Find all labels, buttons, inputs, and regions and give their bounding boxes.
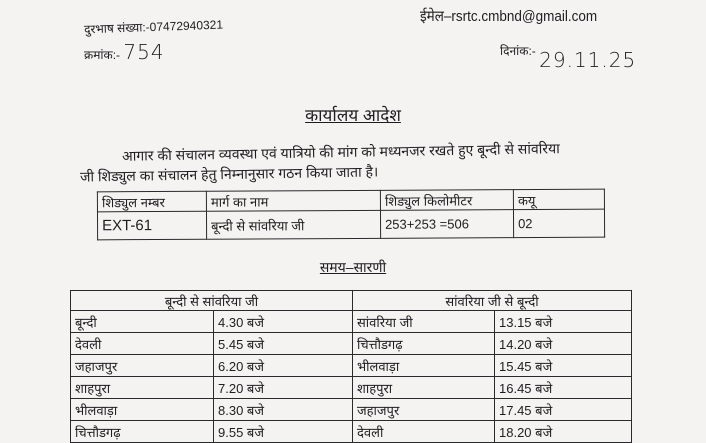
schedule-header-row: शिड्युल नम्बर मार्ग का नाम शिड्युल किलोम…: [97, 189, 605, 212]
document-title-text: कार्यालय आदेश: [305, 106, 401, 125]
time-cell: 4.30 बजे: [213, 310, 353, 333]
timetable-title: समय–सारणी: [0, 258, 706, 277]
time-cell: 7.20 बजे: [213, 376, 353, 399]
date-value: 29.11.25: [539, 48, 637, 72]
paragraph-line-1: आगार की संचालन व्यवस्था एवं यात्रियो की …: [121, 140, 560, 164]
header-cell: मार्ग का नाम: [206, 190, 381, 212]
time-cell: 9.55 बजे: [213, 420, 353, 443]
stop-cell: सांवरिया जी: [352, 310, 495, 333]
timetable-row: बून्दी 4.30 बजे सांवरिया जी 13.15 बजे: [70, 310, 632, 333]
header-cell: बून्दी से सांवरिया जी: [70, 290, 353, 311]
stop-cell: देवली: [352, 420, 495, 443]
time-cell: 5.45 बजे: [213, 332, 353, 355]
time-cell: 13.15 बजे: [494, 310, 632, 333]
time-cell: 16.45 बजे: [494, 376, 632, 399]
stop-cell: चित्तौडगढ़: [70, 420, 214, 443]
header-cell: शिड्युल नम्बर: [97, 191, 207, 212]
time-cell: 8.30 बजे: [213, 398, 353, 421]
paragraph-line-2: जी शिड्युल का संचालन हेतु निम्नानुसार गठ…: [79, 163, 379, 185]
cell: 02: [513, 209, 605, 238]
timetable: बून्दी से सांवरिया जी सांवरिया जी से बून…: [70, 290, 632, 443]
time-cell: 18.20 बजे: [494, 420, 632, 443]
cell: बून्दी से सांवरिया जी: [206, 210, 381, 240]
stop-cell: शाहपुरा: [352, 376, 495, 399]
date-label: दिनांक:-: [500, 44, 536, 58]
stop-cell: चित्तौडगढ़: [352, 332, 495, 355]
schedule-table: शिड्युल नम्बर मार्ग का नाम शिड्युल किलोम…: [97, 189, 605, 241]
header-cell: कयू: [513, 189, 605, 210]
timetable-row: भीलवाड़ा 8.30 बजे जहाजपुर 17.45 बजे: [70, 398, 632, 421]
cell: 253+253 =506: [380, 209, 514, 239]
timetable-header-row: बून्दी से सांवरिया जी सांवरिया जी से बून…: [70, 290, 632, 311]
document-title: कार्यालय आदेश: [0, 103, 706, 126]
stop-cell: जहाजपुर: [352, 398, 495, 421]
order-number: क्रमांक:- 754: [84, 40, 165, 64]
header-cell: शिड्युल किलोमीटर: [380, 189, 514, 211]
cell: EXT-61: [97, 211, 207, 240]
stop-cell: बून्दी: [70, 310, 214, 333]
stop-cell: भीलवाड़ा: [70, 398, 214, 421]
stop-cell: भीलवाड़ा: [352, 354, 495, 377]
timetable-row: जहाजपुर 6.20 बजे भीलवाड़ा 15.45 बजे: [70, 354, 632, 377]
stop-cell: जहाजपुर: [70, 354, 214, 377]
stop-cell: देवली: [70, 332, 214, 355]
time-cell: 14.20 बजे: [494, 332, 632, 355]
stop-cell: शाहपुरा: [70, 376, 214, 399]
timetable-row: चित्तौडगढ़ 9.55 बजे देवली 18.20 बजे: [70, 420, 632, 443]
schedule-row: EXT-61 बून्दी से सांवरिया जी 253+253 =50…: [97, 209, 605, 240]
header-cell: सांवरिया जी से बून्दी: [352, 290, 632, 311]
time-cell: 6.20 बजे: [213, 354, 353, 377]
date: दिनांक:- 29.11.25: [500, 36, 636, 72]
email: ईमेल–rsrtc.cmbnd@gmail.com: [420, 8, 598, 25]
time-cell: 17.45 बजे: [494, 398, 632, 421]
timetable-title-text: समय–सारणी: [319, 259, 387, 275]
timetable-row: देवली 5.45 बजे चित्तौडगढ़ 14.20 बजे: [70, 332, 632, 355]
order-number-label: क्रमांक:-: [84, 48, 121, 62]
order-number-value: 754: [123, 40, 165, 64]
timetable-row: शाहपुरा 7.20 बजे शाहपुरा 16.45 बजे: [70, 376, 632, 399]
phone-number: दुरभाष संख्या:-07472940321: [83, 17, 224, 37]
time-cell: 15.45 बजे: [494, 354, 632, 377]
